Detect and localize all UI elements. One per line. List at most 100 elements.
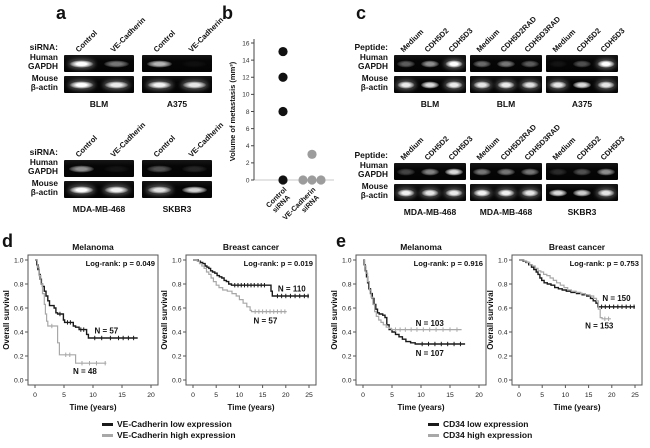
y-tick-label: 0 bbox=[246, 177, 250, 184]
y-tick-label: 0.0 bbox=[172, 377, 182, 384]
legend-item: VE-Cadherin low expression bbox=[102, 419, 236, 430]
y-tick-label: 0.8 bbox=[172, 281, 182, 288]
gel-box bbox=[64, 160, 134, 177]
legend-item: CD34 low expression bbox=[428, 419, 532, 430]
data-point bbox=[316, 175, 326, 185]
survival-curve bbox=[363, 259, 462, 331]
legend-swatch bbox=[102, 434, 113, 437]
x-tick-label: 0 bbox=[517, 392, 521, 399]
gel-group-c-bottom: Peptide: Human GAPDH Mouse β-actin Medium CDH5… bbox=[338, 114, 626, 224]
n-label: N = 48 bbox=[73, 367, 97, 376]
gel-row-label: Mouse β-actin bbox=[30, 178, 58, 197]
gel-cell-line-label: BLM bbox=[496, 99, 516, 109]
gel-band bbox=[549, 80, 567, 89]
panel-a-label: a bbox=[56, 3, 67, 23]
data-point bbox=[298, 175, 308, 185]
gel-band bbox=[573, 168, 591, 175]
gel-box bbox=[142, 76, 212, 93]
logrank-annotation: Log-rank: p = 0.049 bbox=[86, 259, 155, 268]
gel-band bbox=[521, 60, 539, 67]
gel-box bbox=[546, 184, 618, 201]
y-tick-label: 2 bbox=[246, 160, 250, 167]
gel-band bbox=[521, 168, 539, 175]
gel-box bbox=[394, 184, 466, 201]
gel-box bbox=[142, 181, 212, 198]
logrank-annotation: Log-rank: p = 0.019 bbox=[244, 259, 313, 268]
x-tick-label: 15 bbox=[446, 392, 454, 399]
data-point bbox=[278, 106, 288, 117]
y-tick-label: 1.0 bbox=[14, 257, 24, 264]
gel-group-a-bottom: siRNA: Human GAPDH Mouse β-actin Control VE-Ca… bbox=[20, 120, 225, 225]
y-tick-label: 0.0 bbox=[498, 377, 508, 384]
survival-curve bbox=[35, 259, 138, 339]
gel-band bbox=[181, 60, 208, 67]
km-plot-e-breast-cancer: Breast cancer Log-rank: p = 0.753 0.0 0.2 0.… bbox=[486, 242, 643, 412]
x-tick-label: 25 bbox=[305, 392, 313, 399]
gel-box bbox=[394, 55, 466, 72]
gel-cell-line-label: MDA-MB-468 bbox=[479, 207, 533, 217]
gel-box bbox=[64, 76, 134, 93]
x-axis-label: Time (years) bbox=[554, 403, 601, 412]
legend-swatch bbox=[428, 423, 439, 426]
legend-label: VE-Cadherin low expression bbox=[117, 419, 232, 429]
gel-box bbox=[142, 160, 212, 177]
panel-d-label: d bbox=[2, 231, 13, 251]
gel-band bbox=[397, 60, 415, 67]
gel-band bbox=[573, 60, 591, 67]
gel-row-label: Human GAPDH bbox=[28, 157, 58, 176]
gel-box bbox=[546, 76, 618, 93]
legend-label: CD34 high expression bbox=[443, 430, 533, 440]
gel-band bbox=[181, 165, 208, 172]
x-tick-label: 20 bbox=[147, 392, 155, 399]
y-tick-label: 1.0 bbox=[342, 257, 352, 264]
gel-band bbox=[597, 59, 615, 68]
gel-row-label: Human GAPDH bbox=[358, 52, 388, 71]
y-tick-label: 0.6 bbox=[342, 305, 352, 312]
y-tick-label: 0.8 bbox=[342, 281, 352, 288]
x-tick-label: 10 bbox=[417, 392, 425, 399]
plot-frame bbox=[27, 254, 159, 386]
gel-band bbox=[445, 168, 463, 175]
gel-band bbox=[497, 60, 515, 67]
gel-band bbox=[146, 80, 173, 89]
plot-title: Melanoma bbox=[400, 242, 442, 252]
n-label: N = 107 bbox=[416, 349, 445, 358]
y-tick-label: 4 bbox=[246, 143, 250, 150]
gel-row-label: Mouse β-actin bbox=[30, 73, 58, 92]
x-axis-label: Time (years) bbox=[228, 403, 275, 412]
km-plot-e-melanoma: Melanoma Log-rank: p = 0.916 0.0 0.2 0.4 0.6 0… bbox=[330, 242, 487, 412]
x-tick-label: 10 bbox=[89, 392, 97, 399]
gel-header-label: siRNA: bbox=[29, 147, 58, 157]
y-tick-label: 0.8 bbox=[14, 281, 24, 288]
gel-cell-line-label: A375 bbox=[571, 99, 593, 109]
gel-band bbox=[421, 60, 439, 67]
gel-band bbox=[573, 81, 591, 88]
survival-curve bbox=[519, 259, 611, 320]
gel-band bbox=[181, 80, 208, 89]
x-tick-label: 5 bbox=[62, 392, 66, 399]
gel-box bbox=[394, 76, 466, 93]
gel-band bbox=[445, 188, 463, 197]
gel-band bbox=[473, 168, 491, 175]
gel-band bbox=[103, 80, 130, 89]
x-tick-label: 0 bbox=[33, 392, 37, 399]
n-label: N = 57 bbox=[94, 326, 118, 335]
gel-band bbox=[421, 81, 439, 88]
gel-cell-line-label: BLM bbox=[89, 99, 109, 109]
gel-cell-line-label: A375 bbox=[166, 99, 188, 109]
legend-swatch bbox=[102, 423, 113, 426]
y-tick-label: 0.4 bbox=[498, 329, 508, 336]
y-axis-label: Overall survival bbox=[486, 290, 495, 350]
n-label: N = 57 bbox=[253, 317, 277, 326]
gel-band bbox=[521, 80, 539, 89]
plot-title: Breast cancer bbox=[549, 242, 606, 252]
y-tick-label: 0.8 bbox=[498, 281, 508, 288]
y-tick-label: 14 bbox=[242, 57, 250, 64]
gel-row-label: Mouse β-actin bbox=[360, 73, 388, 92]
x-axis-label: Time (years) bbox=[70, 403, 117, 412]
gel-box bbox=[470, 55, 542, 72]
y-tick-label: 0.4 bbox=[342, 329, 352, 336]
x-tick-label: 15 bbox=[259, 392, 267, 399]
gel-row-label: Mouse β-actin bbox=[360, 181, 388, 200]
